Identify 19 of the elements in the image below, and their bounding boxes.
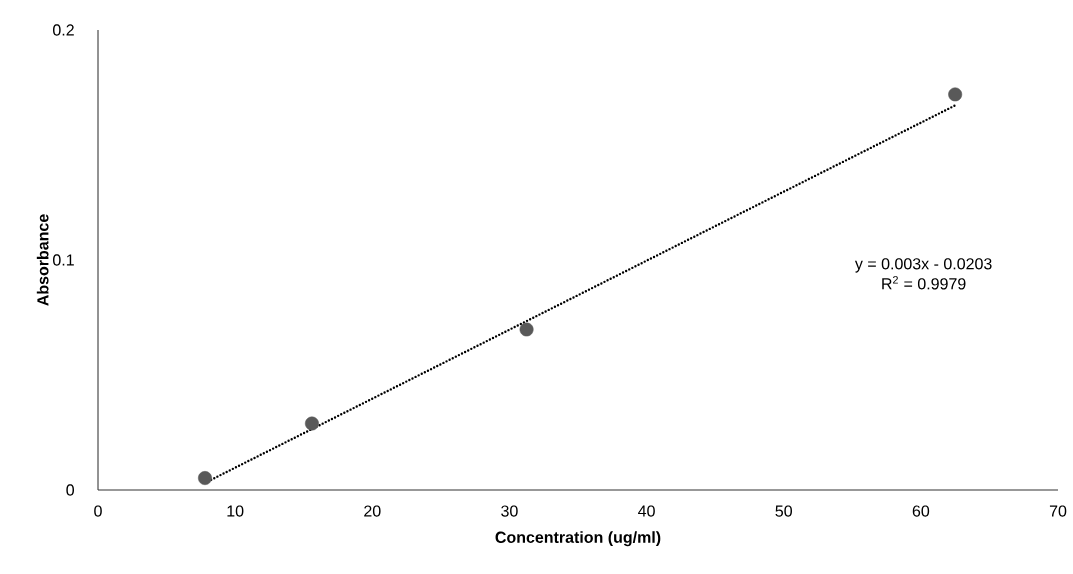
annotation: y = 0.003x - 0.0203 bbox=[854, 258, 992, 273]
x-tick-label: 20 bbox=[364, 505, 381, 517]
x-tick-label: 50 bbox=[775, 505, 792, 517]
y-tick-label: 0.1 bbox=[53, 254, 74, 266]
annotation: R$^{2}$ = 0.9979 bbox=[882, 276, 966, 290]
point bbox=[305, 416, 319, 431]
x-tick-label: 0 bbox=[94, 505, 102, 517]
y-axis-title: Absorbance bbox=[36, 214, 49, 306]
x-tick-label: 30 bbox=[501, 505, 518, 517]
x-tick-label: 60 bbox=[912, 505, 930, 517]
point bbox=[948, 87, 963, 102]
y-tick-label: 0.2 bbox=[53, 24, 74, 36]
x-tick-label: 40 bbox=[638, 505, 655, 517]
x-axis-title: Concentration (ug/ml) bbox=[495, 531, 661, 547]
y-tick-label: 0 bbox=[66, 484, 75, 496]
point bbox=[198, 471, 212, 485]
x-tick-label: 10 bbox=[227, 505, 244, 517]
point bbox=[519, 322, 534, 337]
x-tick-label: 70 bbox=[1049, 505, 1067, 517]
